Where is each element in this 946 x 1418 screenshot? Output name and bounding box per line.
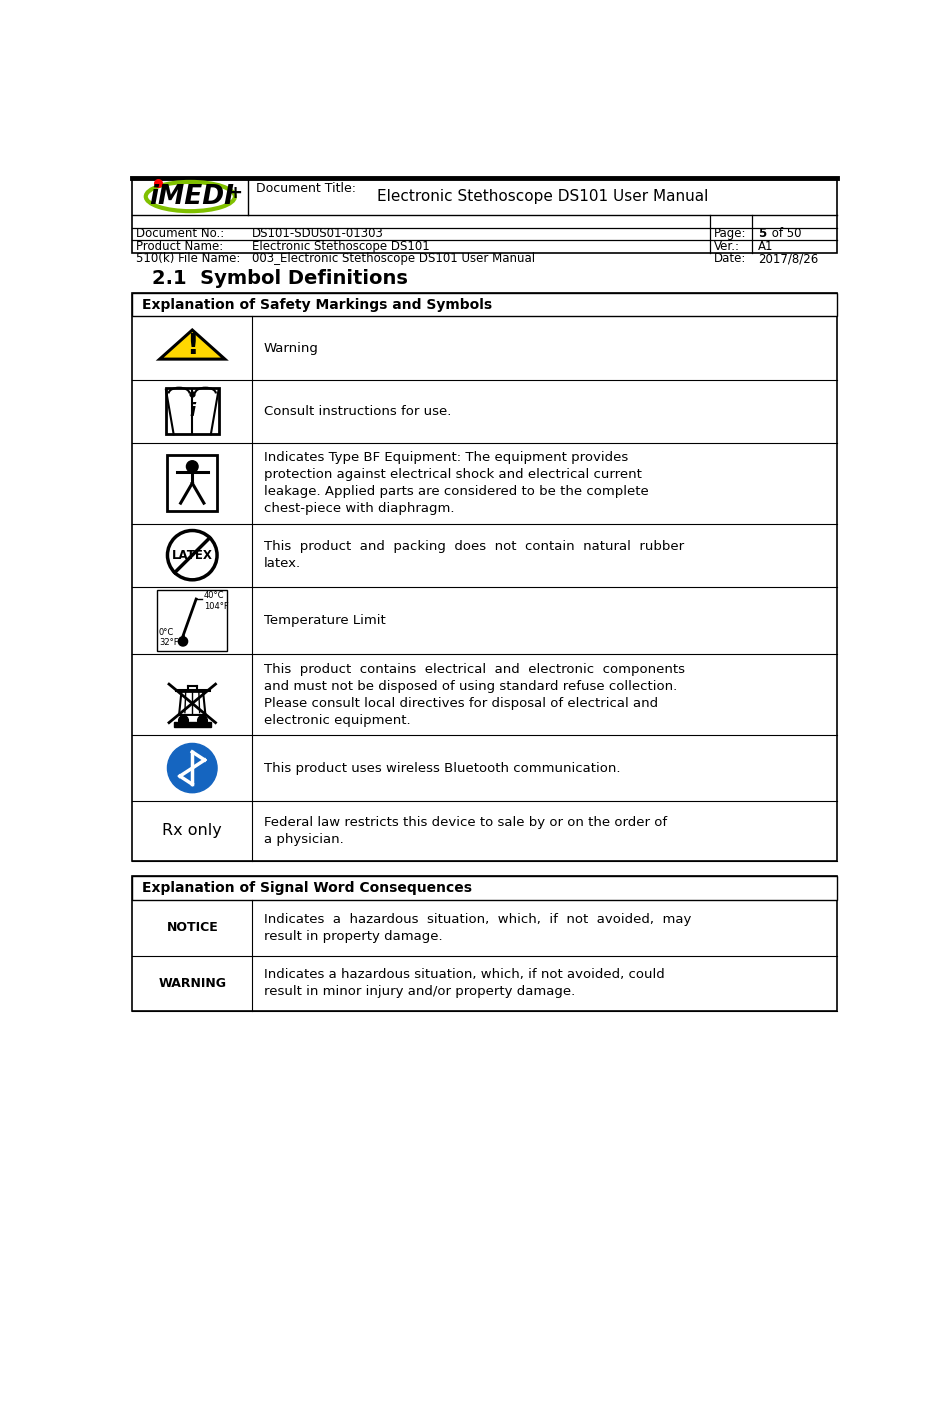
Text: Product Name:: Product Name: xyxy=(136,240,223,252)
Text: 5: 5 xyxy=(759,227,766,241)
Bar xyxy=(167,455,217,510)
Text: 32°F: 32°F xyxy=(159,638,179,647)
Text: Indicates a hazardous situation, which, if not avoided, could
result in minor in: Indicates a hazardous situation, which, … xyxy=(264,968,665,998)
Text: 2.1  Symbol Definitions: 2.1 Symbol Definitions xyxy=(151,269,408,288)
Text: NOTICE: NOTICE xyxy=(166,922,219,934)
Bar xyxy=(132,292,837,316)
Text: Indicates  a  hazardous  situation,  which,  if  not  avoided,  may
result in pr: Indicates a hazardous situation, which, … xyxy=(264,913,692,943)
Text: Indicates Type BF Equipment: The equipment provides
protection against electrica: Indicates Type BF Equipment: The equipme… xyxy=(264,451,649,515)
Text: 510(k) File Name:: 510(k) File Name: xyxy=(136,252,240,265)
Text: +: + xyxy=(227,184,242,201)
Text: A1: A1 xyxy=(759,240,774,252)
Text: Date:: Date: xyxy=(713,252,745,265)
Circle shape xyxy=(167,743,217,793)
Text: i: i xyxy=(189,403,195,420)
Text: This product uses wireless Bluetooth communication.: This product uses wireless Bluetooth com… xyxy=(264,761,621,774)
Text: WARNING: WARNING xyxy=(158,977,226,990)
Text: Document No.:: Document No.: xyxy=(136,227,224,241)
Polygon shape xyxy=(160,330,225,359)
Text: Page:: Page: xyxy=(713,227,746,241)
Circle shape xyxy=(178,637,187,647)
Circle shape xyxy=(186,461,198,472)
Text: Consult instructions for use.: Consult instructions for use. xyxy=(264,404,451,418)
Text: Rx only: Rx only xyxy=(163,824,222,838)
Text: Explanation of Safety Markings and Symbols: Explanation of Safety Markings and Symbo… xyxy=(142,298,492,312)
Bar xyxy=(132,292,837,861)
Text: DS101-SDUS01-01303: DS101-SDUS01-01303 xyxy=(253,227,384,241)
Text: This  product  and  packing  does  not  contain  natural  rubber
latex.: This product and packing does not contai… xyxy=(264,540,684,570)
Text: 2017/8/26: 2017/8/26 xyxy=(759,252,818,265)
Text: Electronic Stethoscope DS101: Electronic Stethoscope DS101 xyxy=(253,240,430,252)
Text: Ver.:: Ver.: xyxy=(713,240,740,252)
Text: 40°C: 40°C xyxy=(204,591,224,600)
Text: Federal law restricts this device to sale by or on the order of
a physician.: Federal law restricts this device to sal… xyxy=(264,815,667,845)
Text: 104°F: 104°F xyxy=(204,603,229,611)
Text: This  product  contains  electrical  and  electronic  components
and must not be: This product contains electrical and ele… xyxy=(264,664,685,727)
Bar xyxy=(132,876,837,1011)
Text: 003_Electronic Stethoscope DS101 User Manual: 003_Electronic Stethoscope DS101 User Ma… xyxy=(253,252,535,265)
Bar xyxy=(174,722,211,727)
Text: of 50: of 50 xyxy=(768,227,801,241)
Bar xyxy=(132,876,837,900)
Bar xyxy=(166,389,219,434)
Text: Warning: Warning xyxy=(264,342,319,354)
Text: Electronic Stethoscope DS101 User Manual: Electronic Stethoscope DS101 User Manual xyxy=(377,189,709,204)
Bar xyxy=(157,590,227,651)
Text: !: ! xyxy=(186,332,199,360)
Text: 0°C: 0°C xyxy=(159,628,174,637)
Text: iMEDI: iMEDI xyxy=(149,183,235,210)
Bar xyxy=(132,177,837,252)
Text: Document Title:: Document Title: xyxy=(256,183,357,196)
Text: Explanation of Signal Word Consequences: Explanation of Signal Word Consequences xyxy=(142,881,471,895)
Text: LATEX: LATEX xyxy=(172,549,213,562)
Text: Temperature Limit: Temperature Limit xyxy=(264,614,386,627)
